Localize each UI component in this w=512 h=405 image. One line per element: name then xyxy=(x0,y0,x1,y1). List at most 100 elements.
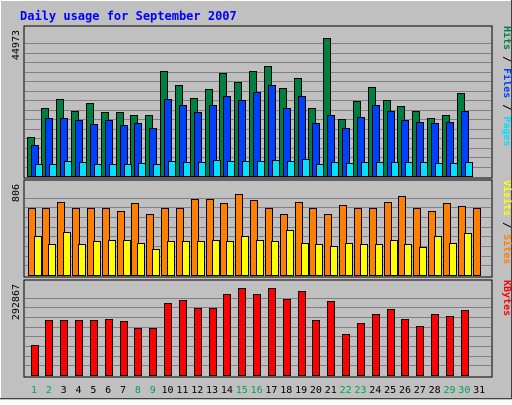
bar-visits: 23: 621 xyxy=(354,208,362,276)
day-label: 16 xyxy=(251,385,263,396)
bar-sites: 19: 300 xyxy=(301,243,309,276)
bar-visits: 4: 621 xyxy=(72,208,80,276)
bar-visits: 15: 750 xyxy=(235,194,243,276)
bar-pages: 12: 4500 xyxy=(198,162,206,177)
bar-kbytes: 22: 136600 xyxy=(342,334,350,376)
series-visits: 1: 6212: 6213: 6784: 6215: 6216: 6217: 5… xyxy=(28,194,481,276)
bar-kbytes: 2: 185900 xyxy=(45,320,53,376)
bar-pages: 6: 3800 xyxy=(109,164,117,177)
day-label: 25 xyxy=(384,385,396,396)
bar-sites: 11: 314 xyxy=(182,241,190,276)
side-legend-part: Hits xyxy=(501,26,512,50)
bar-pages: 7: 3800 xyxy=(124,164,132,177)
bar-pages: 9: 3800 xyxy=(153,164,161,177)
panel-hits_files_pages: 44973 Hits / Files / Pages1: 125002: 2150… xyxy=(11,25,512,179)
y-max-label: 44973 xyxy=(11,30,22,60)
bar-visits: 20: 621 xyxy=(309,208,317,276)
bar-pages: 13: 5000 xyxy=(213,160,221,177)
bar-pages: 14: 4700 xyxy=(227,161,235,177)
bar-kbytes: 26: 188000 xyxy=(401,319,409,376)
side-legend: KBytes xyxy=(501,280,512,316)
bar-sites: 10: 314 xyxy=(167,241,175,276)
bar-pages: 16: 4700 xyxy=(257,161,265,177)
day-label: 11 xyxy=(176,385,188,396)
bar-pages: 2: 3800 xyxy=(49,164,57,177)
day-label: 9 xyxy=(150,385,156,396)
bar-visits: 13: 707 xyxy=(206,199,214,276)
bar-kbytes: 13: 224000 xyxy=(209,308,217,376)
bar-pages: 23: 4300 xyxy=(361,162,369,177)
bar-sites: 25: 328 xyxy=(390,240,398,276)
y-max-label: 292867 xyxy=(11,284,22,320)
bar-visits: 8: 664 xyxy=(131,203,139,276)
bar-pages: 27: 4500 xyxy=(420,162,428,177)
side-legend-part: Pages xyxy=(501,116,512,146)
bar-sites: 13: 328 xyxy=(212,240,220,276)
bar-pages: 25: 4300 xyxy=(391,162,399,177)
day-label: 18 xyxy=(280,385,292,396)
day-label: 1 xyxy=(31,385,37,396)
bar-sites: 3: 400 xyxy=(63,232,71,276)
day-label: 31 xyxy=(473,385,485,396)
bar-sites: 27: 257 xyxy=(419,247,427,276)
bar-kbytes: 17: 291300 xyxy=(268,288,276,376)
bar-kbytes: 30: 218600 xyxy=(461,310,469,376)
bar-sites: 4: 286 xyxy=(78,244,86,276)
bar-pages: 1: 3800 xyxy=(35,164,43,177)
bar-kbytes: 14: 272000 xyxy=(223,294,231,376)
bar-sites: 29: 300 xyxy=(449,243,457,276)
bar-kbytes: 21: 249300 xyxy=(327,301,335,376)
bar-kbytes: 4: 183800 xyxy=(75,320,83,376)
series-pages: 1: 3800 2: 3800 3: 4800 4: 4500 5: 3800 6: 38… xyxy=(35,159,473,177)
bar-pages: 18: 4700 xyxy=(287,161,295,177)
bar-kbytes: 18: 256000 xyxy=(283,299,291,376)
day-label: 27 xyxy=(414,385,426,396)
bar-visits: 9: 564 xyxy=(146,214,154,276)
bar-pages: 24: 4300 xyxy=(376,162,384,177)
bar-kbytes: 8: 159200 xyxy=(134,328,142,376)
bar-sites: 8: 300 xyxy=(137,243,145,276)
bar-sites: 28: 357 xyxy=(434,236,442,276)
day-label: 20 xyxy=(310,385,322,396)
bar-kbytes: 27: 163800 xyxy=(416,326,424,376)
side-legend: Hits / Files / Pages xyxy=(501,26,512,146)
day-label: 17 xyxy=(265,385,277,396)
day-label: 15 xyxy=(236,385,248,396)
bar-kbytes: 12: 224000 xyxy=(194,308,202,376)
bar-pages: 30: 4500 xyxy=(465,162,473,177)
bar-kbytes: 10: 243200 xyxy=(164,303,172,376)
day-label: 3 xyxy=(61,385,67,396)
bar-pages: 28: 4000 xyxy=(435,163,443,177)
bar-kbytes: 6: 190000 xyxy=(105,319,113,376)
bar-pages: 19: 5400 xyxy=(302,159,310,177)
bar-sites: 14: 314 xyxy=(226,241,234,276)
side-legend-part: KBytes xyxy=(501,280,512,316)
side-legend-part: / xyxy=(501,98,512,116)
bar-kbytes: 7: 181700 xyxy=(120,321,128,376)
bar-pages: 3: 4800 xyxy=(64,161,72,177)
day-label: 8 xyxy=(135,385,141,396)
y-max-label: 806 xyxy=(11,184,22,202)
bar-sites: 7: 328 xyxy=(123,240,131,276)
bar-pages: 4: 4500 xyxy=(79,162,87,177)
bar-kbytes: 11: 251300 xyxy=(179,300,187,376)
day-labels: 1 2 3 4 5 6 7 8 9 10 11 12 13 14 15 16 17 18 19 20 21 22 23 24 2… xyxy=(31,385,485,396)
bar-sites: 18: 414 xyxy=(286,230,294,276)
side-legend-part: Visits xyxy=(501,180,512,216)
panel-visits_sites: 806 Visits / Sites 1: 6212: 6213: 6784: 62… xyxy=(11,179,512,278)
bar-kbytes: 23: 176000 xyxy=(357,323,365,376)
bar-kbytes: 20: 185900 xyxy=(312,320,320,376)
bar-kbytes: 9: 159200 xyxy=(149,328,157,376)
series-kbytes: 1: 99600 2: 185900 3: 183800 4: 183800 5: 18… xyxy=(31,288,469,376)
bar-sites: 17: 314 xyxy=(271,241,279,276)
day-label: 21 xyxy=(325,385,337,396)
bar-kbytes: 19: 283000 xyxy=(298,291,306,376)
bar-visits: 31: 621 xyxy=(473,208,481,276)
panel-kbytes: 292867 KBytes 1: 99600 2: 185900 3: 183800 4:… xyxy=(11,279,512,378)
bar-sites: 9: 243 xyxy=(152,249,160,276)
side-legend-part: / xyxy=(501,216,512,234)
bar-kbytes: 3: 183800 xyxy=(60,320,68,376)
day-label: 29 xyxy=(443,385,455,396)
bar-sites: 26: 286 xyxy=(404,244,412,276)
